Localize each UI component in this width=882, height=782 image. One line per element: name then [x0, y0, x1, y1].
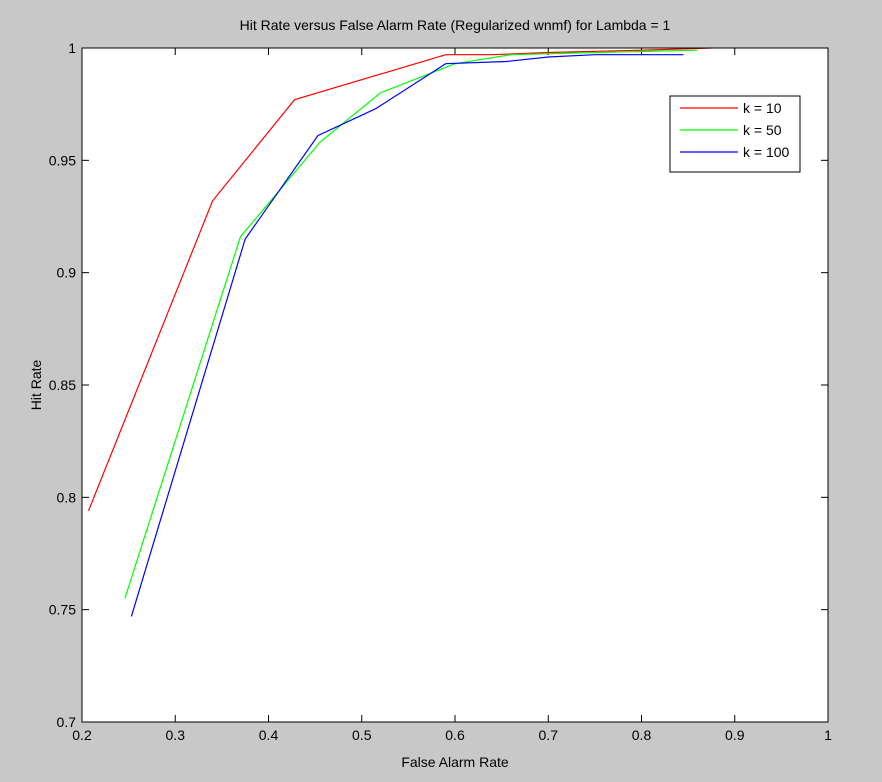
x-tick-label: 0.6 — [445, 727, 465, 743]
y-axis-label: Hit Rate — [28, 360, 44, 411]
x-tick-label: 0.7 — [539, 727, 559, 743]
x-tick-label: 1 — [824, 727, 832, 743]
x-tick-label: 0.3 — [166, 727, 186, 743]
chart-title: Hit Rate versus False Alarm Rate (Regula… — [240, 17, 671, 33]
series-line-k-50 — [124, 49, 698, 599]
x-tick-label: 0.8 — [632, 727, 652, 743]
series-line-k-10 — [87, 47, 712, 512]
y-tick-label: 0.85 — [49, 377, 76, 393]
legend-label: k = 100 — [743, 144, 790, 160]
legend: k = 10 k = 50 k = 100 — [669, 95, 801, 173]
x-tick-label: 0.4 — [259, 727, 279, 743]
x-tick-label: 0.2 — [72, 727, 92, 743]
y-tick-label: 0.9 — [57, 265, 77, 281]
y-tick-label: 0.7 — [57, 714, 77, 730]
y-tick-label: 1 — [68, 40, 76, 56]
plot-frame — [81, 47, 829, 723]
x-tick-label: 0.9 — [725, 727, 745, 743]
x-tick-label: 0.5 — [352, 727, 372, 743]
legend-label: k = 50 — [743, 122, 782, 138]
series-line-k-100 — [130, 54, 684, 617]
y-tick-label: 0.95 — [49, 152, 76, 168]
y-tick-label: 0.8 — [57, 489, 77, 505]
legend-box — [669, 95, 801, 173]
legend-label: k = 10 — [743, 100, 782, 116]
axis-ticks: 0.2 0.3 0.4 0.5 0.6 0.7 0.8 0.9 1 0.7 0.75 0.8 0.85 0… — [49, 40, 832, 743]
x-axis-label: False Alarm Rate — [401, 754, 509, 770]
series-lines — [87, 47, 712, 617]
y-tick-label: 0.75 — [49, 602, 76, 618]
